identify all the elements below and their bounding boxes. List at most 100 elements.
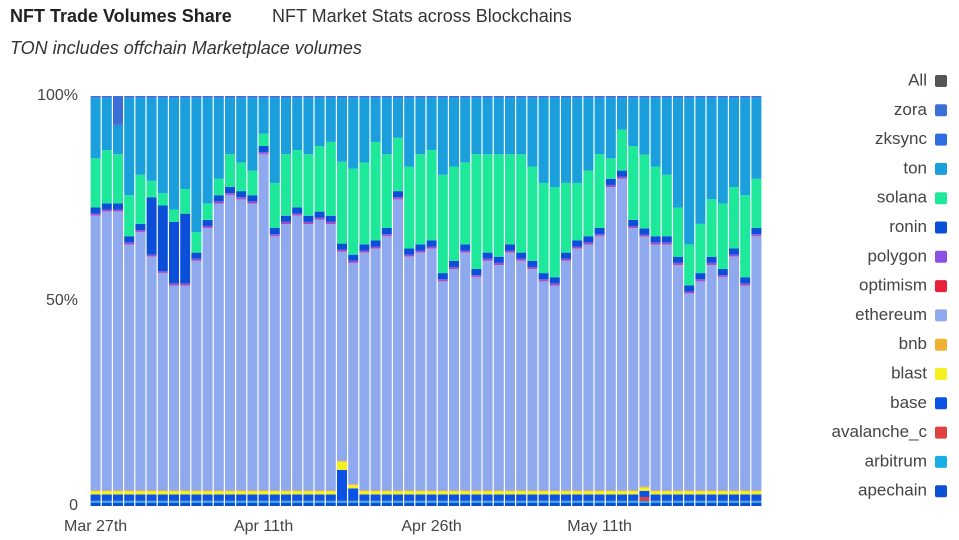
bar-segment (471, 98, 482, 155)
bar-segment (292, 98, 303, 151)
bar-segment (661, 502, 672, 506)
bar-segment (337, 251, 347, 461)
bar-segment (281, 494, 291, 501)
bar-segment (673, 494, 683, 501)
bar-segment (213, 96, 224, 98)
chart-subtitle: NFT Market Stats across Blockchains (272, 6, 572, 26)
bar-segment (594, 491, 605, 495)
bar-segment (695, 494, 706, 501)
bar-segment (751, 491, 762, 495)
bar-segment (202, 491, 213, 495)
bar-segment (359, 502, 370, 506)
x-tick-label: Mar 27th (64, 518, 127, 535)
bar-segment (617, 176, 627, 179)
bar-segment (157, 205, 168, 272)
bar-segment (404, 491, 415, 495)
bar-segment (202, 225, 213, 228)
bar-segment (359, 252, 370, 491)
bar-segment (437, 98, 448, 175)
bar-segment (381, 491, 392, 495)
bar-segment (426, 494, 437, 501)
bar-segment (135, 491, 146, 495)
bar-segment (628, 146, 639, 220)
bar-segment (325, 491, 336, 495)
bar-segment (202, 98, 213, 204)
bar-segment (527, 266, 538, 269)
bar-segment (527, 490, 538, 492)
bar-segment (740, 494, 751, 501)
legend-label: zksync (875, 129, 927, 148)
bar-segment (359, 97, 370, 99)
bar-segment (393, 137, 403, 192)
bar-segment (113, 96, 123, 125)
bar-segment (113, 154, 123, 204)
bar-segment (113, 125, 123, 155)
bar-segment (583, 494, 594, 501)
bar-segment (146, 501, 157, 503)
bar-segment (348, 254, 359, 261)
bar-segment (460, 98, 471, 163)
bar-segment (113, 494, 123, 501)
bar-segment (303, 98, 314, 155)
bar-segment (348, 98, 359, 169)
bar-segment (628, 494, 639, 501)
bar-segment (113, 124, 123, 126)
bar-segment (359, 501, 370, 503)
bar-segment (449, 166, 459, 261)
bar-segment (337, 243, 347, 250)
bar-segment (538, 96, 549, 98)
bar-segment (314, 501, 325, 503)
bar-segment (337, 98, 347, 162)
bar-segment (449, 98, 459, 167)
bar-segment (303, 97, 314, 99)
bar-segment (415, 96, 426, 98)
bar-segment (639, 234, 650, 237)
bar-segment (213, 491, 224, 495)
bar-segment (617, 170, 627, 177)
bar-segment (292, 490, 303, 492)
chart-title: NFT Trade Volumes Share (10, 6, 232, 26)
bar-segment (281, 490, 291, 492)
bar-segment (561, 502, 571, 506)
bar-segment (292, 502, 303, 506)
bar-segment (549, 98, 560, 188)
bar-segment (437, 494, 448, 501)
bar-segment (90, 494, 101, 501)
bar-segment (706, 98, 717, 200)
bar-segment (426, 502, 437, 506)
bar-segment (740, 491, 751, 495)
bar-segment (538, 98, 549, 183)
bar-segment (706, 199, 717, 257)
bar-segment (538, 490, 549, 492)
bar-segment (650, 98, 661, 167)
bar-segment (381, 236, 392, 491)
bar-segment (695, 281, 706, 491)
bar-segment (225, 154, 235, 188)
bar-segment (673, 256, 683, 263)
bar-segment (124, 96, 135, 98)
bar-segment (628, 502, 639, 506)
bar-segment (684, 96, 695, 98)
bar-segment (381, 97, 392, 99)
bar-segment (325, 221, 336, 224)
bar-segment (561, 491, 571, 495)
bar-segment (236, 490, 247, 492)
bar-segment (258, 154, 269, 491)
bar-segment (482, 252, 493, 259)
bar-segment (135, 502, 146, 506)
bar-segment (561, 252, 571, 259)
bar-segment (415, 252, 426, 491)
bar-segment (169, 97, 179, 99)
legend-label: base (890, 393, 927, 412)
bar-segment (661, 174, 672, 237)
bar-segment (505, 97, 515, 99)
bar-segment (247, 170, 258, 196)
bar-segment (314, 146, 325, 212)
legend-label: ethereum (855, 305, 927, 324)
bar-segment (101, 211, 112, 491)
legend-swatch (935, 104, 947, 117)
bar-segment (292, 97, 303, 99)
bar-segment (729, 187, 739, 249)
bar-segment (348, 96, 359, 98)
bar-segment (101, 494, 112, 501)
